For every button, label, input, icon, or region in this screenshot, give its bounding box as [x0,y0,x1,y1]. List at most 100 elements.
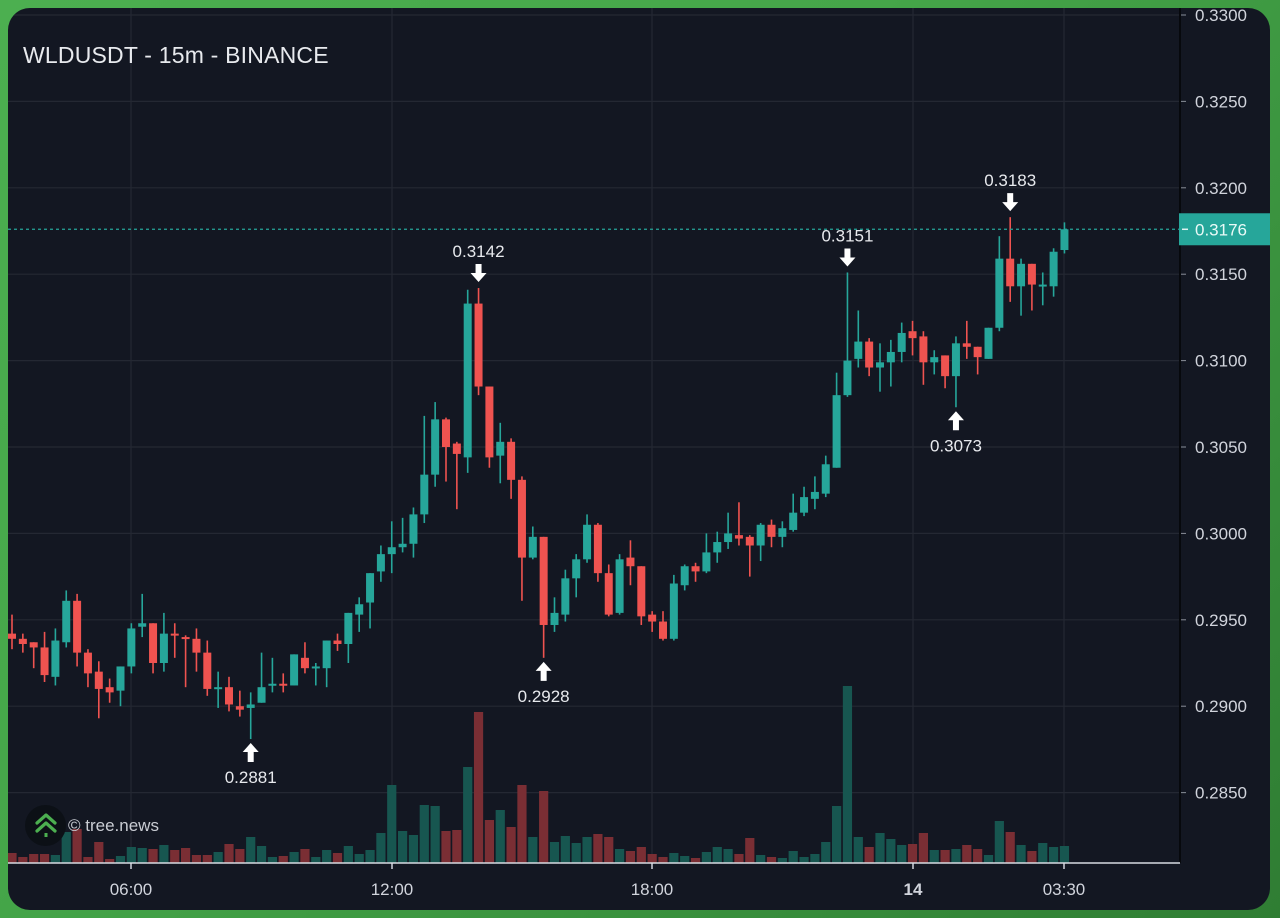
candle-body [930,357,939,363]
volume-bar [39,854,50,863]
volume-bar [365,850,375,863]
candle-body [181,637,190,640]
candle-body [572,559,581,579]
candle-body [876,362,884,368]
volume-bar [788,851,798,863]
volume-bar [18,857,28,863]
candle-body [442,419,450,447]
candle-body [322,640,331,669]
candle-body [919,336,928,363]
volume-bar [875,833,885,863]
watermark: © tree.news [25,805,159,846]
candle-body [18,638,27,644]
candle-body [821,464,830,494]
volume-bars [8,686,1070,863]
candle-body [496,441,505,456]
candle-body [962,343,971,347]
price-annotation-label: 0.3151 [821,226,873,245]
volume-bar [940,850,950,863]
candle-body [192,638,201,653]
volume-bar [94,842,104,863]
candle-body [452,443,461,454]
candle-body [507,441,516,480]
volume-bar [539,791,549,863]
arrow-up-icon [242,743,259,763]
volume-bar [278,856,288,863]
volume-bar [734,854,744,863]
candle-body [1038,284,1047,287]
volume-bar [256,846,267,863]
chart-panel: 0.3300 0.3250 0.3200 0.3150 0.3100 0.3050 0.30… [8,8,1270,910]
arrow-up-icon [535,661,552,681]
volume-bar [669,853,679,863]
candle-body [951,343,960,377]
price-axis-label: 0.3250 [1195,92,1247,111]
volume-bar [387,785,397,863]
candle-body [1017,263,1026,287]
volume-bar [528,837,538,863]
volume-bar [506,827,516,863]
price-axis-label: 0.2950 [1195,611,1247,630]
volume-bar [929,850,939,863]
candle-body [62,600,71,643]
price-axis-label: 0.3100 [1195,352,1247,371]
candle-body [279,683,288,686]
candle-body [268,683,277,686]
volume-bar [723,849,733,863]
volume-bar [517,785,527,863]
price-axis-label: 0.3150 [1195,265,1247,284]
candles [8,217,1069,740]
price-axis-label: 0.2850 [1195,784,1247,803]
volume-bar [994,821,1004,863]
last-price-marker: 0.3176 [8,213,1270,246]
candle-body [73,600,82,653]
volume-bar [832,806,842,863]
candle-body [539,536,548,625]
volume-bar [408,835,419,863]
volume-bar [658,857,668,863]
price-axis-label: 0.3050 [1195,438,1247,457]
volume-bar [647,854,657,863]
candle-body [311,666,320,669]
candle-body [214,687,223,690]
candle-body [300,657,309,669]
time-axis-label: 03:30 [1043,880,1086,899]
candle-body [463,303,472,458]
volume-bar [897,845,907,863]
candle-body [680,566,689,586]
candle-body [832,395,841,468]
volume-bar [777,858,787,863]
volume-bar [419,805,429,863]
volume-bar [224,844,234,863]
price-annotation-label: 0.2881 [225,768,277,787]
arrow-down-icon [470,264,487,283]
candle-body [702,552,711,572]
price-axis-label: 0.3200 [1195,179,1247,198]
volume-bar [745,838,755,863]
volume-bar [72,829,82,863]
volume-bar [473,712,484,863]
watermark-text: © tree.news [68,815,159,835]
volume-bar [105,859,115,863]
candle-body [116,666,125,691]
candle-body [29,642,38,648]
candle-body [235,706,244,710]
volume-bar [441,831,451,863]
axes: 0.3300 0.3250 0.3200 0.3150 0.3100 0.3050 0.30… [8,8,1247,899]
candlestick-chart[interactable]: 0.3300 0.3250 0.3200 0.3150 0.3100 0.3050 0.30… [8,8,1270,910]
candle-body [290,654,299,686]
candle-body [225,687,233,705]
volume-bar [690,858,701,863]
candle-body [637,566,646,617]
candle-body [203,652,212,689]
candle-body [431,419,440,475]
volume-bar [311,857,321,863]
candle-body [800,497,809,513]
volume-bar [398,831,408,863]
volume-bar [202,855,212,863]
candle-body [1060,229,1069,251]
candle-body [659,621,667,639]
volume-bar [799,857,809,863]
candle-body [583,524,592,560]
price-annotation-label: 0.3073 [930,436,982,455]
